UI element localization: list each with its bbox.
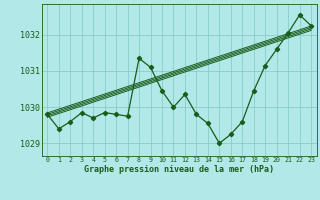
X-axis label: Graphe pression niveau de la mer (hPa): Graphe pression niveau de la mer (hPa) (84, 165, 274, 174)
